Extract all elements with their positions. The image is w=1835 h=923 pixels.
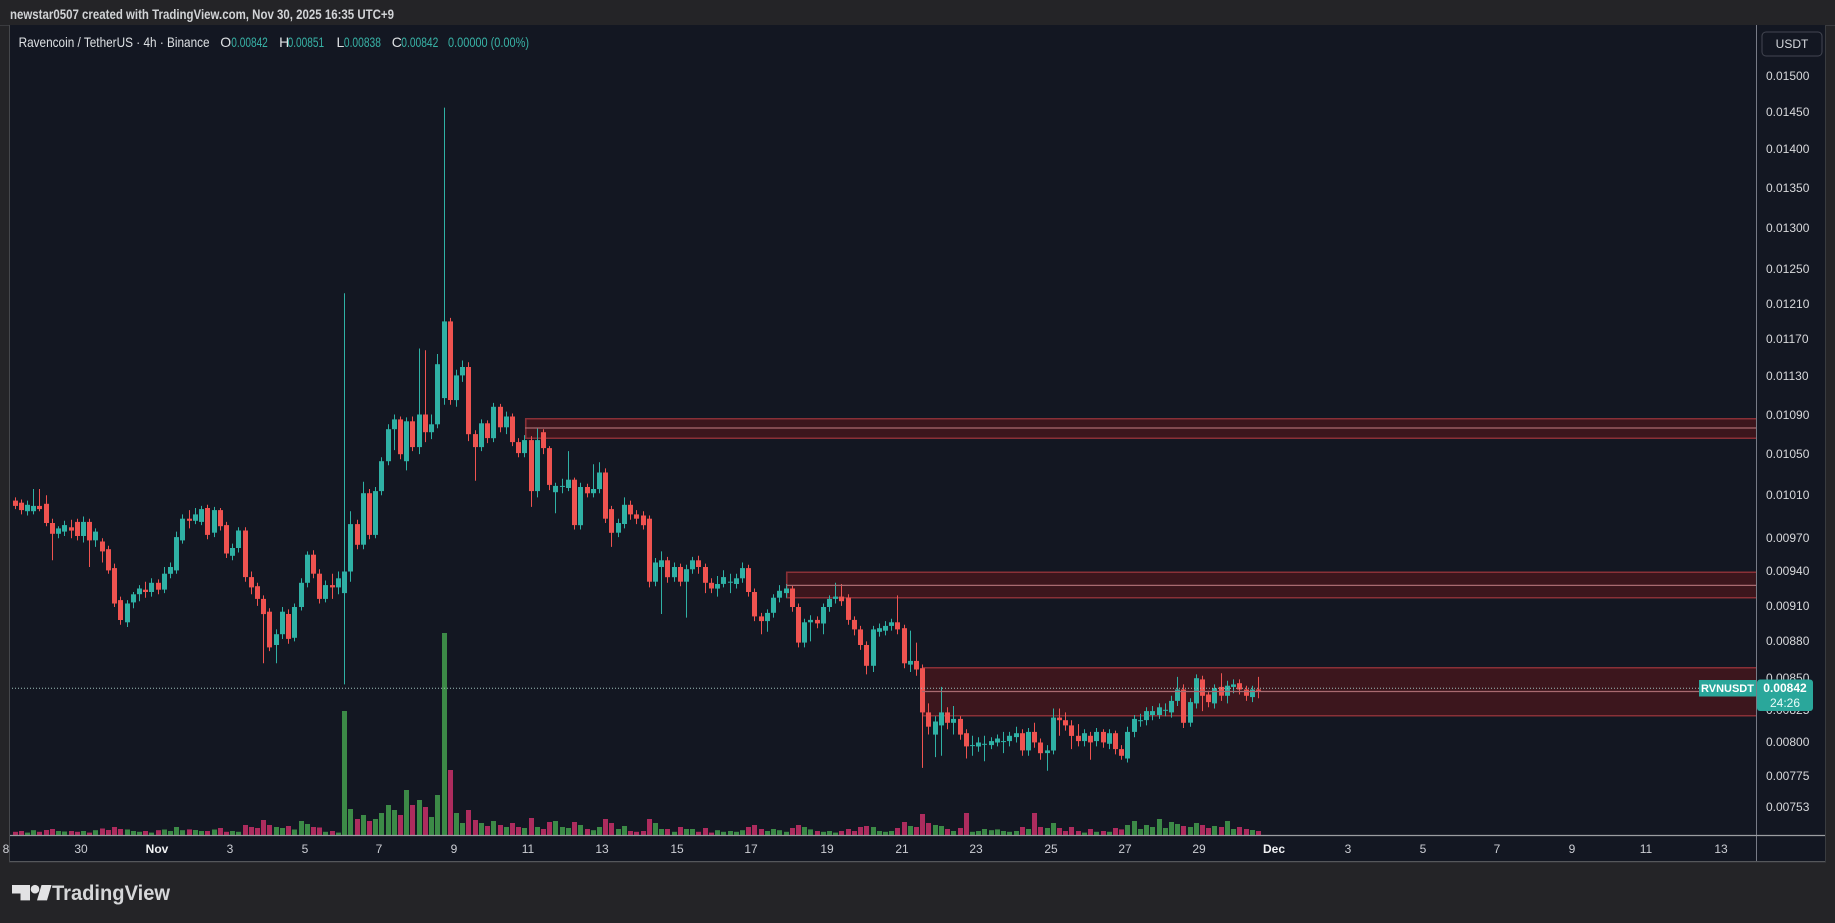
svg-text:21: 21 (895, 842, 909, 856)
svg-text:0.00910: 0.00910 (1766, 599, 1810, 613)
svg-text:0.01450: 0.01450 (1766, 105, 1810, 119)
svg-text:24:26: 24:26 (1770, 696, 1800, 710)
svg-text:3: 3 (1345, 842, 1352, 856)
svg-text:O: O (220, 34, 231, 50)
svg-text:0.00753: 0.00753 (1766, 800, 1810, 814)
svg-text:30: 30 (74, 842, 88, 856)
svg-text:USDT: USDT (1776, 37, 1809, 51)
svg-text:C: C (392, 34, 402, 50)
svg-text:25: 25 (1044, 842, 1058, 856)
svg-text:0.00940: 0.00940 (1766, 564, 1810, 578)
svg-text:0.00842: 0.00842 (1763, 681, 1807, 695)
svg-text:13: 13 (1714, 842, 1728, 856)
svg-text:29: 29 (1192, 842, 1206, 856)
svg-text:8: 8 (3, 842, 10, 856)
svg-text:13: 13 (595, 842, 609, 856)
svg-text:0.00880: 0.00880 (1766, 634, 1810, 648)
svg-text:0.01130: 0.01130 (1766, 369, 1809, 383)
svg-text:0.01170: 0.01170 (1766, 332, 1809, 346)
svg-text:RVNUSDT: RVNUSDT (1701, 683, 1754, 695)
svg-text:5: 5 (302, 842, 309, 856)
svg-text:0.01350: 0.01350 (1766, 181, 1810, 195)
svg-text:0.01300: 0.01300 (1766, 221, 1810, 235)
svg-text:0.00970: 0.00970 (1766, 531, 1810, 545)
svg-text:Ravencoin / TetherUS · 4h · Bi: Ravencoin / TetherUS · 4h · Binance (19, 34, 210, 50)
svg-text:0.00775: 0.00775 (1766, 769, 1810, 783)
svg-text:0.00000 (0.00%): 0.00000 (0.00%) (448, 34, 529, 50)
svg-text:newstar0507 created with Tradi: newstar0507 created with TradingView.com… (10, 6, 394, 22)
svg-text:0.01050: 0.01050 (1766, 447, 1810, 461)
svg-text:L: L (337, 34, 345, 50)
svg-text:0.01400: 0.01400 (1766, 142, 1810, 156)
svg-text:TradingView: TradingView (52, 881, 170, 905)
svg-text:0.00838: 0.00838 (344, 34, 381, 50)
svg-text:0.01010: 0.01010 (1766, 488, 1810, 502)
svg-text:0.01500: 0.01500 (1766, 69, 1810, 83)
svg-text:0.01090: 0.01090 (1766, 408, 1810, 422)
svg-text:H: H (279, 34, 289, 50)
svg-text:9: 9 (1569, 842, 1576, 856)
svg-text:7: 7 (1494, 842, 1501, 856)
svg-text:0.00800: 0.00800 (1766, 735, 1810, 749)
svg-text:23: 23 (969, 842, 983, 856)
svg-text:0.00851: 0.00851 (288, 34, 325, 50)
svg-text:Nov: Nov (146, 842, 169, 856)
svg-text:17: 17 (744, 842, 758, 856)
svg-text:0.01210: 0.01210 (1766, 297, 1810, 311)
svg-text:11: 11 (522, 842, 535, 856)
svg-text:9: 9 (451, 842, 458, 856)
svg-text:3: 3 (227, 842, 234, 856)
svg-text:11: 11 (1640, 842, 1653, 856)
svg-text:7: 7 (376, 842, 383, 856)
svg-text:15: 15 (670, 842, 684, 856)
svg-text:19: 19 (820, 842, 834, 856)
svg-text:0.00842: 0.00842 (401, 34, 438, 50)
svg-text:5: 5 (1420, 842, 1427, 856)
svg-text:0.01250: 0.01250 (1766, 262, 1810, 276)
svg-text:27: 27 (1118, 842, 1132, 856)
svg-text:Dec: Dec (1263, 842, 1285, 856)
svg-text:0.00842: 0.00842 (231, 34, 268, 50)
